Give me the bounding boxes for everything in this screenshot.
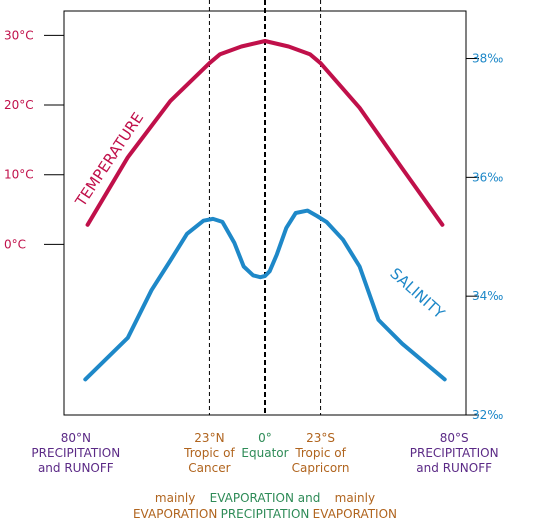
right-tick-label: 34‰ [472,289,503,303]
right-tick-label: 38‰ [472,52,503,66]
series-layer [83,39,447,382]
climate-note: EVAPORATION [313,507,397,521]
lat-caption: Tropic of [183,446,235,460]
lat-caption: Capricorn [292,461,350,475]
series-label: SALINITY [386,264,448,323]
axes [44,0,479,416]
right-tick-label: 36‰ [472,170,503,184]
climate-note: EVAPORATION [133,507,217,521]
lat-caption: and RUNOFF [38,461,114,475]
series-label: TEMPERATURE [71,109,147,211]
left-tick-label: 10°C [4,168,34,182]
lat-caption: PRECIPITATION [31,446,120,460]
lat-label: 0° [258,431,272,445]
lat-label: 23°S [306,431,335,445]
lat-caption: Equator [241,446,288,460]
climate-note: mainly [155,491,195,505]
right-tick-label: 32‰ [472,408,503,422]
left-tick-label: 0°C [4,237,26,251]
lat-caption: Tropic of [294,446,346,460]
lat-label: 23°N [194,431,224,445]
climate-note: mainly [335,491,375,505]
left-tick-label: 30°C [4,28,34,42]
series-line-salinity [83,208,447,382]
climate-note: PRECIPITATION [221,507,310,521]
series-line-temperature [85,39,445,227]
lat-caption: PRECIPITATION [410,446,499,460]
left-tick-label: 20°C [4,98,34,112]
lat-label: 80°N [61,431,91,445]
lat-label: 80°S [440,431,469,445]
climate-note: EVAPORATION and [210,491,321,505]
lat-caption: and RUNOFF [416,461,492,475]
lat-caption: Cancer [188,461,230,475]
